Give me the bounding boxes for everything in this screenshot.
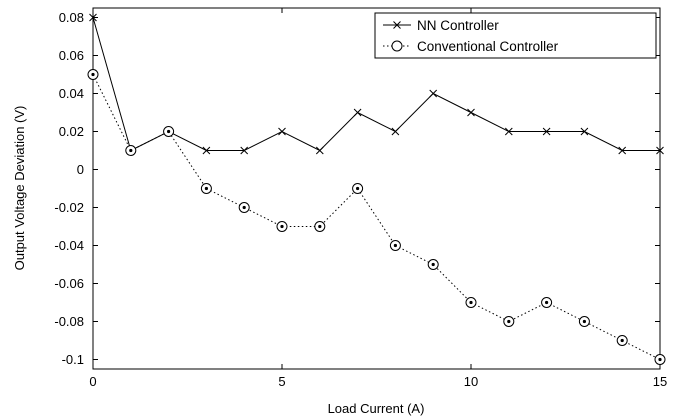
data-point-conventional-dot xyxy=(431,262,435,267)
series-layer xyxy=(87,13,666,365)
data-point-nn xyxy=(89,13,97,22)
series-line-nn xyxy=(92,17,660,152)
data-point-conventional-dot xyxy=(129,148,133,153)
data-point-conventional-dot xyxy=(393,243,397,248)
y-tick-label: -0.02 xyxy=(54,200,84,215)
data-point-conventional-dot xyxy=(545,300,549,305)
data-point-nn xyxy=(202,146,211,155)
y-tick-label: -0.1 xyxy=(62,352,84,367)
data-point-conventional-dot xyxy=(318,224,322,229)
data-point-conventional-dot xyxy=(356,186,360,191)
data-point-nn xyxy=(542,127,551,136)
legend: NN Controller Conventional Controller xyxy=(374,12,657,59)
legend-box xyxy=(374,12,657,59)
data-point-conventional-dot xyxy=(620,338,624,343)
y-tick-label: -0.06 xyxy=(54,276,84,291)
axis-ticks: 0 5 10 15 0.08 0.06 0.04 0.02 0 -0.02 -0.04 -0.06 -0… xyxy=(54,8,667,389)
data-point-nn xyxy=(467,108,475,117)
y-tick-label: 0.06 xyxy=(59,48,84,63)
legend-marker-x xyxy=(393,21,401,29)
data-point-nn xyxy=(278,127,286,136)
legend-marker-circle xyxy=(391,40,403,52)
data-point-nn xyxy=(353,108,362,117)
x-tick-label: 5 xyxy=(278,374,285,389)
legend-label-conventional: Conventional Controller xyxy=(417,39,559,54)
x-tick-label: 15 xyxy=(653,374,667,389)
data-point-conventional-dot xyxy=(507,319,511,324)
x-tick-label: 10 xyxy=(464,374,478,389)
y-tick-label: 0 xyxy=(77,162,84,177)
y-tick-label: 0.02 xyxy=(59,124,84,139)
plot-frame xyxy=(92,7,661,370)
data-point-conventional-dot xyxy=(280,224,284,229)
data-point-nn xyxy=(240,146,249,155)
data-point-conventional-dot xyxy=(582,319,587,324)
data-point-nn xyxy=(656,146,664,155)
y-tick-label: 0.08 xyxy=(59,10,84,25)
data-point-nn xyxy=(391,127,400,136)
data-point-conventional-dot xyxy=(91,72,95,77)
data-point-conventional-dot xyxy=(469,300,473,305)
x-tick-label: 0 xyxy=(89,374,96,389)
y-tick-label: 0.04 xyxy=(59,86,84,101)
data-point-nn xyxy=(580,127,589,136)
y-tick-label: -0.08 xyxy=(54,314,84,329)
x-axis-label: Load Current (A) xyxy=(328,401,425,416)
data-point-conventional-dot xyxy=(167,129,171,134)
data-point-nn xyxy=(504,127,513,136)
data-point-nn xyxy=(315,146,324,155)
y-axis-label: Output Voltage Deviation (V) xyxy=(12,106,27,271)
data-point-conventional-dot xyxy=(204,186,208,191)
data-point-conventional-dot xyxy=(242,205,246,210)
series-line-conventional xyxy=(92,74,661,360)
legend-label-nn: NN Controller xyxy=(417,18,499,33)
y-tick-label: -0.04 xyxy=(54,238,84,253)
data-point-nn xyxy=(618,146,627,155)
data-point-nn xyxy=(429,89,438,98)
data-point-conventional-dot xyxy=(658,357,662,362)
